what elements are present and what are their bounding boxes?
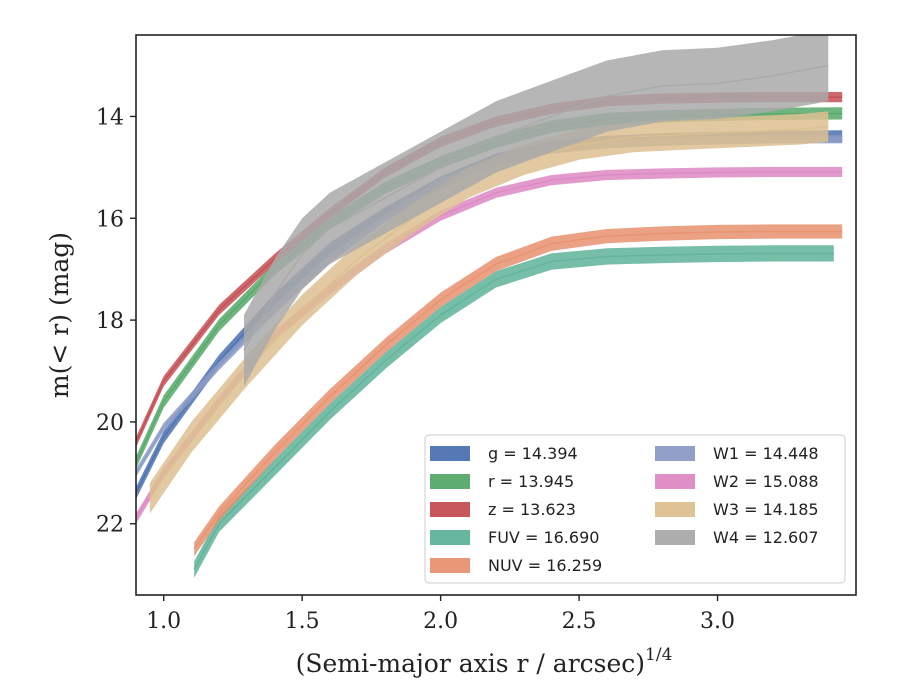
legend-frame	[424, 434, 846, 584]
legend-swatch-w2	[655, 474, 695, 489]
series-fuv	[193, 245, 834, 578]
legend-label-g: g = 14.394	[488, 444, 578, 463]
legend-item-z: z = 13.623	[430, 500, 576, 519]
legend-swatch-w1	[655, 446, 695, 461]
legend-label-w1: W1 = 14.448	[713, 444, 819, 463]
x-axis-title: (Semi-major axis r / arcsec)1/4	[296, 645, 673, 678]
series-w4	[243, 35, 829, 387]
legend-item-w3: W3 = 14.185	[655, 500, 819, 519]
y-axis-title: m(< r) (mag)	[45, 232, 74, 398]
y-tick-label: 18	[96, 309, 124, 334]
series-line-w4	[243, 64, 829, 351]
legend-item-fuv: FUV = 16.690	[430, 528, 599, 547]
y-tick-label: 22	[96, 513, 124, 538]
y-tick-label: 20	[96, 411, 124, 436]
legend-item-w4: W4 = 12.607	[655, 528, 819, 547]
plot-frame	[135, 34, 857, 596]
tick-layer: 1.0 1.5 2.0 2.5 3.0 14 16 18 20 22	[96, 105, 735, 634]
series-band-fuv	[194, 245, 834, 578]
legend-swatch-g	[430, 446, 470, 461]
legend-swatch-r	[430, 474, 470, 489]
series-line-nuv	[193, 230, 843, 550]
legend-label-w2: W2 = 15.088	[713, 472, 819, 491]
legend-label-fuv: FUV = 16.690	[488, 528, 599, 547]
x-tick-label: 1.0	[146, 609, 181, 634]
x-tick-label: 1.5	[285, 609, 320, 634]
legend-items: g = 14.394 r = 13.945 z = 13.623 FUV = 16.6…	[430, 444, 819, 575]
legend-swatch-w3	[655, 502, 695, 517]
legend-swatch-nuv	[430, 558, 470, 573]
legend-swatch-fuv	[430, 530, 470, 545]
series-nuv	[193, 224, 843, 557]
x-axis-title-sup: 1/4	[645, 645, 672, 665]
x-tick-label: 2.0	[423, 609, 458, 634]
legend-label-w4: W4 = 12.607	[713, 528, 819, 547]
legend-item-nuv: NUV = 16.259	[430, 556, 602, 575]
legend-label-nuv: NUV = 16.259	[488, 556, 602, 575]
legend-label-w3: W3 = 14.185	[713, 500, 819, 519]
x-tick-label: 2.5	[562, 609, 597, 634]
legend-item-r: r = 13.945	[430, 472, 574, 491]
legend-item-w1: W1 = 14.448	[655, 444, 819, 463]
legend-item-w2: W2 = 15.088	[655, 472, 819, 491]
legend-swatch-w4	[655, 530, 695, 545]
legend-item-g: g = 14.394	[430, 444, 578, 463]
legend-swatch-z	[430, 502, 470, 517]
x-axis-title-main: (Semi-major axis r / arcsec)	[296, 649, 645, 678]
series-line-fuv	[193, 252, 834, 570]
legend: g = 14.394 r = 13.945 z = 13.623 FUV = 16.6…	[424, 434, 846, 584]
series-layer	[136, 35, 843, 578]
legend-label-r: r = 13.945	[488, 472, 574, 491]
y-tick-label: 16	[96, 207, 124, 232]
legend-label-z: z = 13.623	[488, 500, 576, 519]
y-tick-label: 14	[96, 105, 124, 130]
x-tick-label: 3.0	[700, 609, 735, 634]
